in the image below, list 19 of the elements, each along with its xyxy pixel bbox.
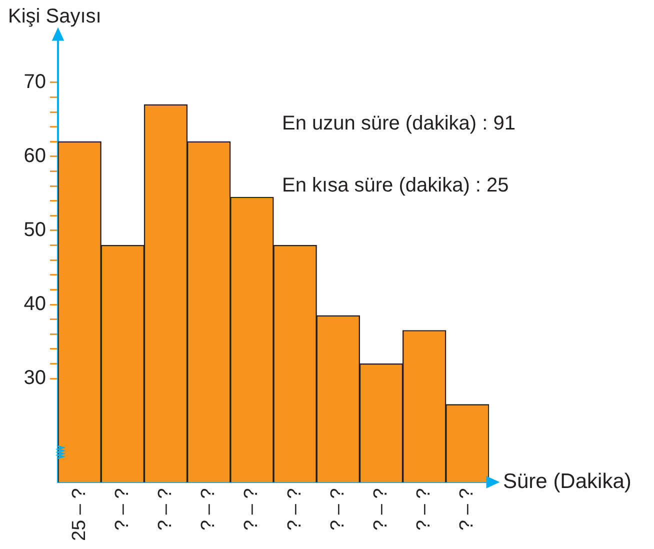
x-tick-label: 25 – ? (68, 488, 90, 542)
x-tick-label: ? – ? (327, 488, 348, 530)
y-tick-label: 40 (24, 293, 46, 316)
x-tick-label: ? – ? (370, 488, 392, 530)
x-tick-label: ? – ? (414, 488, 435, 530)
x-tick-label: ? – ? (241, 488, 262, 530)
x-axis-title: Süre (Dakika) (503, 470, 632, 493)
x-tick-label: ? – ? (198, 488, 220, 530)
y-tick-label: 50 (24, 218, 46, 241)
y-axis-title: Kişi Sayısı (8, 6, 102, 28)
annotation: En kısa süre (dakika) : 25 (282, 174, 509, 197)
y-tick-label: 60 (24, 144, 46, 167)
y-tick-label: 30 (24, 367, 46, 390)
x-tick-label: ? – ? (154, 488, 176, 530)
x-tick-label: ? – ? (456, 488, 478, 530)
x-tick-label: ? – ? (284, 488, 306, 530)
annotation: En uzun süre (dakika) : 91 (282, 112, 516, 135)
y-tick-label: 70 (24, 70, 46, 93)
x-tick-label: ? – ? (112, 488, 133, 530)
